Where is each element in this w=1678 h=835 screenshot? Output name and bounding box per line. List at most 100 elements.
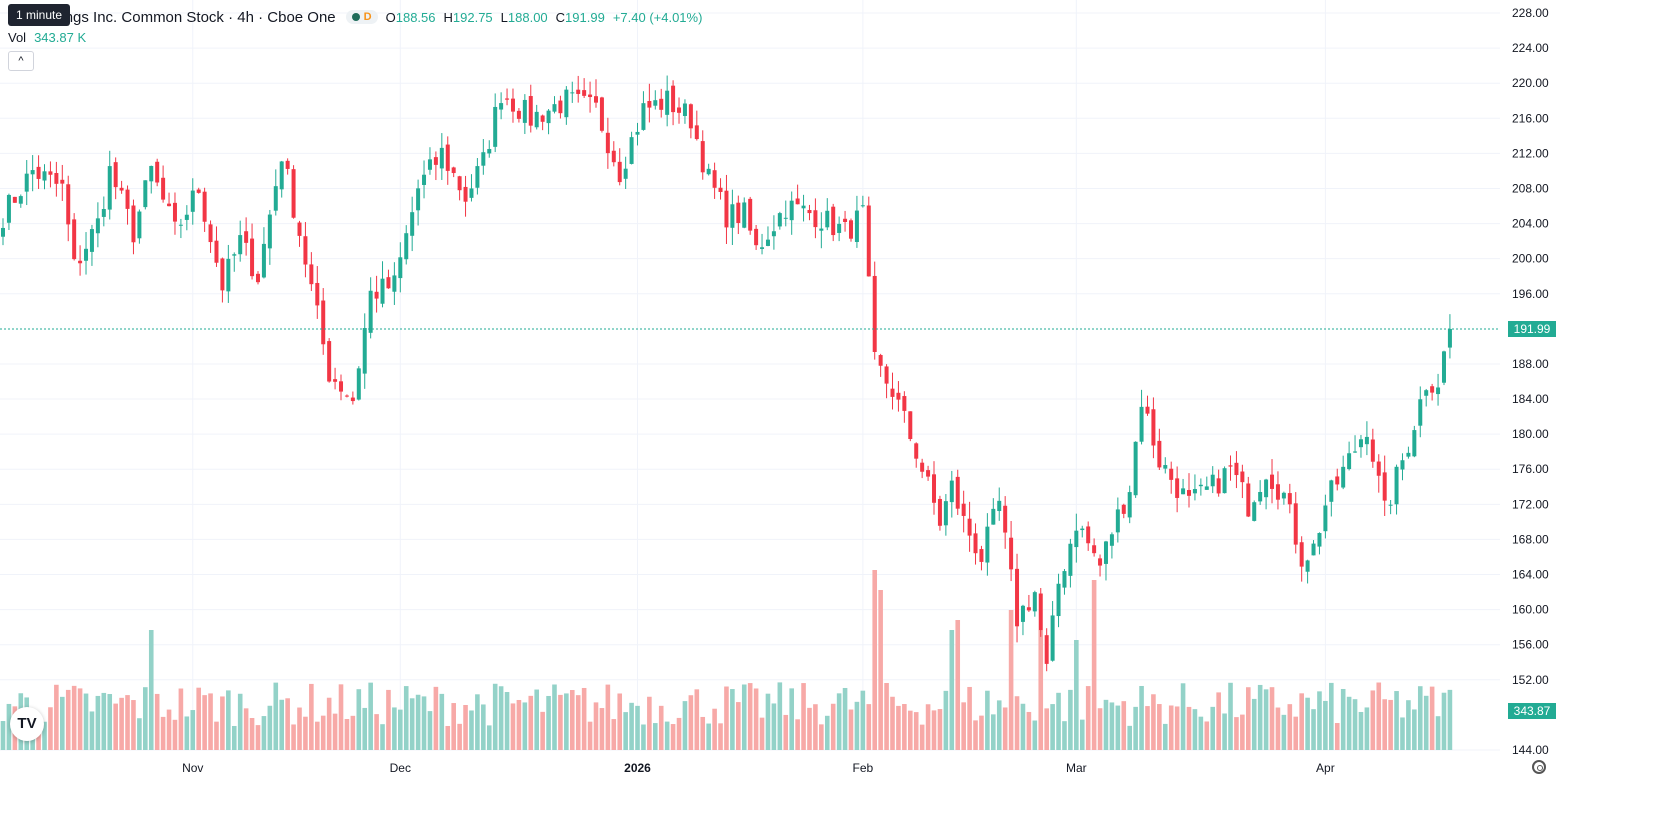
volume-bar-165	[979, 715, 984, 750]
volume-bar-66	[392, 707, 397, 750]
market-status[interactable]: D	[345, 10, 378, 24]
candle-body-34	[202, 191, 207, 222]
candle-body-169	[1003, 505, 1008, 533]
candle-body-39	[232, 254, 237, 256]
candle-body-163	[967, 518, 972, 536]
candle-body-227	[1347, 453, 1352, 470]
candle-body-3	[18, 196, 23, 204]
volume-bar-151	[896, 705, 901, 750]
candle-body-191	[1133, 441, 1138, 496]
volume-bar-196	[1162, 723, 1168, 750]
candle-body-131	[777, 213, 782, 227]
volume-bar-47	[279, 699, 285, 750]
volume-bar-150	[890, 696, 895, 750]
volume-bar-212	[1257, 684, 1263, 750]
candle-body-36	[214, 240, 219, 263]
candle-body-224	[1329, 480, 1334, 502]
volume-bar-144	[854, 701, 860, 750]
volume-bar-81	[481, 704, 486, 750]
candle-body-23	[137, 211, 142, 239]
candle-body-110	[653, 100, 658, 106]
candle-body-138	[819, 228, 824, 231]
collapse-legend-button[interactable]: ^	[8, 51, 34, 71]
volume-bar-56	[332, 713, 338, 750]
candle-body-0	[1, 227, 5, 237]
volume-bar-36	[214, 721, 219, 750]
candle-body-22	[131, 205, 136, 243]
candle-body-195	[1157, 440, 1162, 468]
volume-bar-32	[190, 710, 196, 750]
volume-bar-164	[973, 720, 978, 750]
volume-bar-201	[1192, 709, 1198, 750]
candle-body-25	[149, 165, 154, 182]
candle-body-170	[1009, 537, 1014, 570]
y-tick-label-6: 172.00	[1512, 497, 1549, 511]
candle-body-176	[1044, 635, 1049, 664]
candle-body-11	[66, 184, 71, 225]
volume-bar-106	[629, 702, 634, 750]
volume-bar-143	[848, 709, 854, 750]
candle-body-205	[1216, 478, 1221, 494]
candle-body-220	[1305, 560, 1310, 572]
candle-body-189	[1121, 504, 1126, 514]
volume-legend: Vol 343.87 K	[8, 30, 86, 45]
candle-body-231	[1370, 439, 1375, 462]
candle-body-225	[1335, 476, 1340, 485]
volume-label[interactable]: Vol	[8, 30, 27, 45]
candle-body-217	[1287, 493, 1292, 505]
volume-bar-155	[919, 724, 925, 750]
volume-bar-52	[309, 683, 314, 750]
volume-bar-58	[344, 718, 350, 750]
symbol-title[interactable]: Kg Holdings Inc. Common Stock · 4h · Cbo…	[8, 8, 336, 26]
volume-bar-162	[961, 702, 966, 750]
candle-body-95	[564, 89, 569, 118]
candle-body-202	[1198, 484, 1203, 487]
candle-body-24	[143, 180, 148, 208]
candle-body-166	[985, 526, 990, 563]
candle-body-6	[36, 166, 41, 179]
candle-body-134	[795, 198, 800, 205]
candle-body-111	[659, 98, 664, 110]
candle-body-198	[1175, 478, 1180, 498]
candle-body-32	[190, 190, 195, 212]
candle-body-137	[813, 210, 818, 228]
price-axis: 144.00 152.00 156.00 160.00 164.00 168.00 172.…	[1512, 6, 1549, 757]
candle-body-9	[54, 173, 59, 184]
candle-body-5	[30, 170, 35, 175]
volume-bar-34	[202, 695, 207, 750]
candle-body-183	[1086, 526, 1091, 544]
candle-body-43	[255, 273, 260, 283]
volume-bar-139	[824, 715, 830, 750]
candle-body-145	[860, 205, 865, 207]
volume-bar-91	[540, 711, 545, 750]
candle-body-26	[155, 161, 160, 183]
change-value: +7.40 (+4.01%)	[612, 9, 703, 25]
candle-body-214	[1270, 474, 1275, 489]
tradingview-logo[interactable]: TV	[10, 707, 44, 741]
x-tick-label-2: 2026	[624, 761, 651, 775]
volume-bar-9	[54, 684, 59, 750]
candle-body-237	[1406, 452, 1411, 457]
volume-bar-22	[131, 700, 136, 750]
volume-bar-179	[1062, 721, 1067, 750]
candle-body-112	[665, 90, 670, 115]
volume-bar-242	[1435, 716, 1441, 750]
candle-body-70	[416, 188, 421, 211]
volume-bar-79	[469, 710, 474, 750]
candle-body-221	[1311, 543, 1316, 556]
volume-bar-225	[1334, 723, 1340, 750]
candle-body-157	[932, 474, 937, 503]
volume-bar-95	[564, 693, 569, 750]
candle-body-89	[528, 96, 533, 126]
volume-bar-104	[617, 693, 623, 750]
volume-bar-16	[95, 695, 101, 750]
candle-body-82	[487, 148, 492, 154]
x-tick-label-4: Mar	[1066, 761, 1087, 775]
candle-body-129	[765, 239, 770, 246]
candle-body-164	[973, 533, 978, 554]
candle-body-27	[161, 177, 166, 200]
candle-body-79	[469, 188, 474, 198]
candle-body-146	[866, 205, 871, 277]
gear-icon[interactable]	[1532, 760, 1546, 774]
